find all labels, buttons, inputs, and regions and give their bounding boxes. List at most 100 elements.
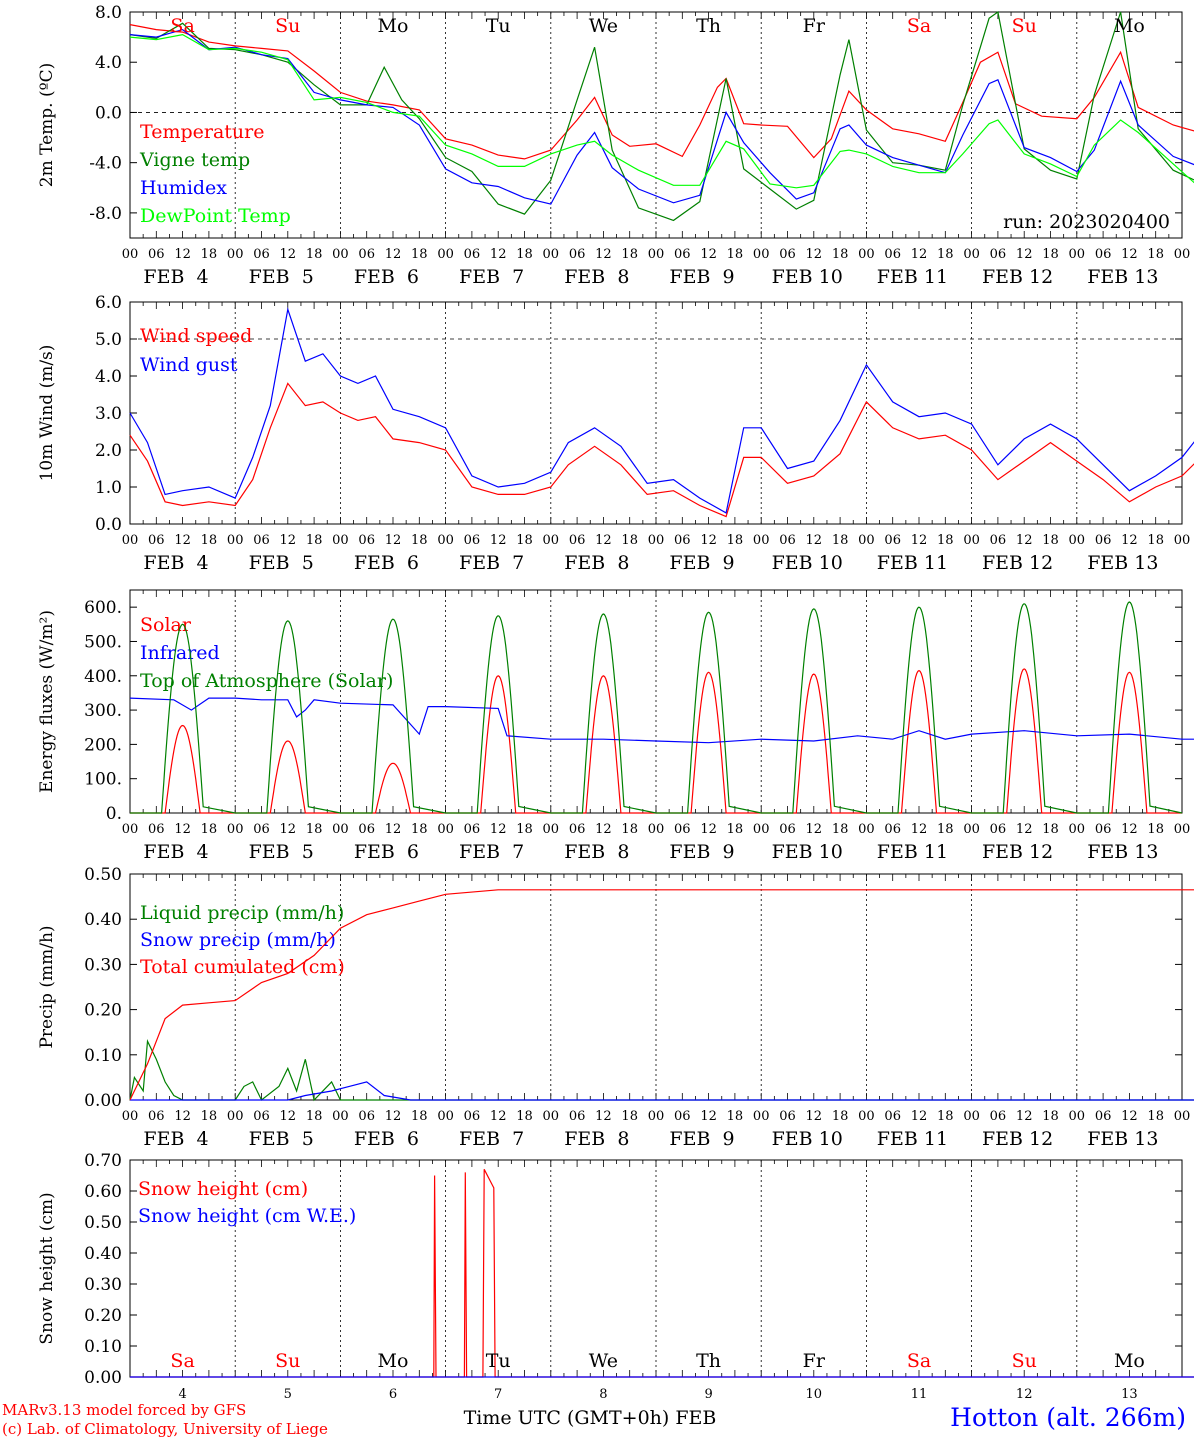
hour-tick-label: 12	[911, 533, 928, 548]
hour-tick-label: 00	[1069, 822, 1086, 837]
y-tick-label: 6.0	[95, 293, 122, 313]
hour-tick-label: 00	[858, 1109, 875, 1124]
series-line-temperature	[129, 24, 1194, 160]
hour-tick-label: 18	[516, 822, 533, 837]
hour-tick-label: 00	[858, 822, 875, 837]
hour-tick-label: 12	[595, 1109, 612, 1124]
day-label: FEB 4	[143, 841, 208, 863]
y-tick-label: 0.30	[84, 955, 122, 975]
run-annotation: run: 2023020400	[1003, 211, 1170, 233]
hour-tick-label: 12	[385, 533, 402, 548]
hour-tick-label: 18	[306, 1109, 323, 1124]
hour-tick-label: 06	[358, 247, 375, 262]
hour-tick-label: 18	[411, 533, 428, 548]
hour-tick-label: 12	[700, 822, 717, 837]
day-label: FEB 13	[1087, 1128, 1158, 1150]
y-tick-label: 400.	[84, 667, 122, 687]
day-label: FEB 4	[143, 266, 208, 288]
hour-tick-label: 18	[201, 1109, 218, 1124]
hour-tick-label: 06	[253, 1109, 270, 1124]
hour-tick-label: 12	[280, 247, 297, 262]
weekday-label: Su	[1012, 1350, 1037, 1372]
hour-tick-label: 18	[411, 247, 428, 262]
legend-entry: Top of Atmosphere (Solar)	[140, 670, 393, 692]
weekday-label: Mo	[378, 15, 409, 37]
day-label: FEB 13	[1087, 266, 1158, 288]
weekday-label: Tu	[486, 1350, 511, 1372]
hour-tick-label: 18	[1042, 822, 1059, 837]
hour-tick-label: 06	[358, 533, 375, 548]
y-tick-label: 4.0	[95, 367, 122, 387]
hour-tick-label: 18	[1147, 1109, 1164, 1124]
hour-tick-label: 00	[1174, 1109, 1191, 1124]
hour-tick-label: 00	[543, 247, 560, 262]
hour-tick-label: 18	[621, 247, 638, 262]
hour-tick-label: 12	[174, 247, 191, 262]
hour-tick-label: 12	[490, 247, 507, 262]
hour-tick-label: 00	[437, 1109, 454, 1124]
hour-tick-label: 18	[937, 822, 954, 837]
hour-tick-label: 06	[148, 822, 165, 837]
hour-tick-label: 18	[306, 247, 323, 262]
series-line-infrared	[129, 697, 1194, 744]
hour-tick-label: 18	[832, 1109, 849, 1124]
hour-tick-label: 18	[201, 247, 218, 262]
hour-tick-label: 00	[437, 822, 454, 837]
hour-tick-label: 18	[832, 822, 849, 837]
hour-tick-label: 18	[727, 822, 744, 837]
day-label: FEB 8	[564, 266, 629, 288]
y-tick-label: 0.70	[84, 1151, 122, 1171]
hour-tick-label: 12	[385, 822, 402, 837]
hour-tick-label: 18	[1147, 533, 1164, 548]
x-axis-label: Time UTC (GMT+0h) FEB	[464, 1407, 717, 1429]
day-label: FEB 9	[669, 841, 734, 863]
hour-tick-label: 12	[806, 247, 823, 262]
day-label: FEB 9	[669, 1128, 734, 1150]
weekday-label: We	[589, 1350, 618, 1372]
day-label: FEB 11	[877, 552, 948, 574]
hour-tick-label: 18	[516, 1109, 533, 1124]
hour-tick-label: 12	[595, 533, 612, 548]
day-label: FEB 8	[564, 552, 629, 574]
hour-tick-label: 12	[385, 247, 402, 262]
weekday-label: Sa	[907, 15, 931, 37]
hour-tick-label: 00	[227, 822, 244, 837]
hour-tick-label: 06	[253, 822, 270, 837]
hour-tick-label: 18	[937, 1109, 954, 1124]
weekday-label: Sa	[907, 1350, 931, 1372]
hour-tick-label: 00	[648, 247, 665, 262]
day-number-label: 8	[599, 1387, 607, 1402]
day-label: FEB 6	[354, 841, 419, 863]
hour-tick-label: 12	[280, 533, 297, 548]
hour-tick-label: 18	[621, 822, 638, 837]
y-tick-label: 0.20	[84, 1001, 122, 1021]
legend-entry: Snow precip (mm/h)	[140, 929, 336, 951]
day-label: FEB 7	[459, 1128, 524, 1150]
hour-tick-label: 18	[1042, 1109, 1059, 1124]
hour-tick-label: 18	[1147, 822, 1164, 837]
hour-tick-label: 00	[648, 1109, 665, 1124]
hour-tick-label: 00	[1174, 247, 1191, 262]
y-tick-label: 200.	[84, 735, 122, 755]
hour-tick-label: 06	[358, 1109, 375, 1124]
weekday-label: Su	[275, 1350, 300, 1372]
day-label: FEB 9	[669, 552, 734, 574]
day-label: FEB 11	[877, 841, 948, 863]
series-line-top-of-atmosphere-solar-	[130, 601, 1183, 814]
day-number-label: 11	[911, 1387, 928, 1402]
series-line-snow-height-cm-	[130, 1169, 1194, 1378]
day-label: FEB 6	[354, 1128, 419, 1150]
hour-tick-label: 00	[543, 533, 560, 548]
day-label: FEB 12	[982, 266, 1053, 288]
series-line-snow-precip-mm-h-	[130, 1081, 1194, 1101]
hour-tick-label: 06	[674, 822, 691, 837]
hour-tick-label: 00	[543, 1109, 560, 1124]
hour-tick-label: 00	[963, 1109, 980, 1124]
day-label: FEB 12	[982, 1128, 1053, 1150]
y-tick-label: 0.40	[84, 910, 122, 930]
day-number-label: 12	[1016, 1387, 1033, 1402]
hour-tick-label: 18	[516, 533, 533, 548]
hour-tick-label: 18	[832, 533, 849, 548]
hour-tick-label: 18	[621, 533, 638, 548]
panel-2: 6.0 5.0 4.0 3.0 2.0 1.0 0.0 10m Wind (m/s) Wind …	[37, 293, 1194, 574]
